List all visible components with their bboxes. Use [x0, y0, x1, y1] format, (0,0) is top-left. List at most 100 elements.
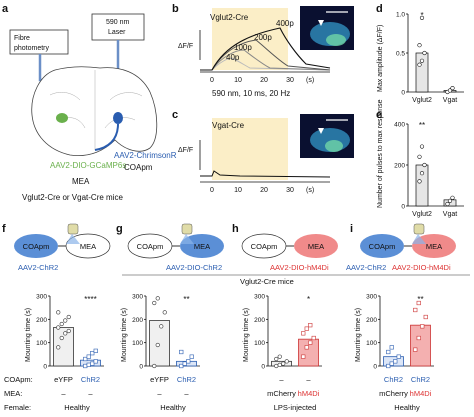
h-point-1-5 [304, 326, 309, 331]
g-point-0-3 [162, 310, 167, 315]
i-coapm-ellipse [360, 234, 404, 258]
g-mea-cond-0: – [157, 389, 162, 398]
coapm-injection-site [113, 112, 123, 124]
panel-label-f: f [2, 223, 6, 235]
d-ylabel: Max amplitude (ΔF/F) [377, 25, 384, 92]
b-ylabel: ΔF/F [178, 43, 193, 50]
d-point-vglut2-1 [419, 58, 425, 63]
b-xunit: (s) [306, 77, 314, 84]
i-mea-cond-1: hM4Di [410, 389, 432, 398]
b-xtick-30: 30 [286, 77, 294, 84]
b-pulse-400p: 400p [276, 19, 294, 28]
g-ylabel: Mounting time (s) [121, 308, 128, 362]
vglut2-mice-label: Vglut2-Cre mice [240, 277, 294, 286]
laser-box [91, 13, 145, 41]
f-point-0-1 [59, 335, 64, 341]
e-significance: ** [419, 121, 425, 130]
h-ytick-label-0: 0 [261, 364, 265, 371]
row-label-female: Female: [4, 403, 31, 412]
g-point-0-4 [152, 300, 157, 306]
e-point-vglut2-4 [419, 144, 425, 149]
i-mea-cond-0: mCherry [379, 389, 408, 398]
panel-g-schematic: g COApm MEA AAV2-DIO-ChR2 [116, 223, 224, 272]
f-optic-fiber-icon [67, 223, 79, 235]
h-ylabel: Mounting time (s) [243, 308, 250, 362]
i-bar-1 [410, 324, 431, 367]
g-significance: ** [183, 295, 189, 304]
panel-b: b Vglut2-Cre ΔF/F 40p 100p 200p 400p 0 1… [172, 3, 354, 98]
trace-400p [200, 27, 331, 71]
c-xtick-30: 30 [286, 187, 294, 194]
e-point-vglut2-3 [417, 154, 422, 159]
stim-window-c [212, 118, 288, 180]
h-virus-label: AAV2-DIO-hM4Di [270, 263, 329, 272]
h-point-0-3 [284, 359, 289, 364]
f-point-1-7 [93, 348, 98, 353]
g-light-cone-icon [180, 234, 194, 244]
c-ylabel: ΔF/F [178, 147, 193, 154]
h-mea-cond-0: mCherry [267, 389, 296, 398]
f-point-0-7 [66, 314, 71, 320]
h-point-0-0 [274, 363, 279, 369]
f-point-0-0 [56, 345, 61, 350]
c-micrograph-core [325, 140, 343, 152]
f-ytick-label-0: 0 [43, 364, 47, 371]
g-mea-label: MEA [194, 242, 210, 251]
b-micrograph-core [326, 34, 346, 46]
e-bar-vglut2 [415, 164, 429, 207]
trace-100p [200, 49, 331, 71]
d-significance: * [420, 11, 423, 20]
f-point-1-1 [86, 362, 91, 367]
e-point-vglut2-0 [417, 179, 422, 184]
fibre-photometry-box [9, 29, 69, 55]
h-female-cond: LPS-injected [274, 403, 317, 412]
chart-h: Mounting time (s) 0 100 200 300 * – mCherry – hM4… [243, 294, 322, 412]
g-ytick-label-1: 100 [132, 340, 143, 347]
panel-label-g: g [116, 223, 123, 235]
f-coapm-cond-1: ChR2 [81, 375, 100, 384]
g-point-1-4 [179, 349, 184, 355]
h-point-1-6 [308, 323, 313, 328]
e-ytick-label-1: 200 [394, 163, 405, 170]
g-ytick-label-0: 0 [139, 364, 143, 371]
h-point-1-4 [301, 331, 306, 336]
h-point-1-3 [311, 335, 316, 341]
b-xtick-10: 10 [234, 77, 242, 84]
g-ytick-label-3: 300 [132, 294, 143, 301]
panel-label-c: c [172, 109, 178, 121]
coapm-label: COApm [124, 163, 153, 172]
i-ytick-label-1: 100 [366, 340, 377, 347]
i-point-0-5 [389, 345, 394, 350]
i-virus-left-label: AAV2-ChR2 [346, 263, 386, 272]
e-point-vgat-2 [450, 195, 455, 200]
i-ytick-label-3: 300 [366, 294, 377, 301]
panel-c: c Vgat-Cre ΔF/F 0 10 20 30 (s) [172, 109, 354, 194]
d-ytick-label-0: 0 [401, 90, 405, 97]
d-xlabel-vglut2: Vglut2 [412, 97, 432, 104]
fibre-label: Fibre photometry [14, 35, 50, 52]
g-coapm-label: COApm [137, 242, 164, 251]
c-arrowhead-icon [318, 128, 324, 134]
g-point-0-5 [155, 296, 160, 301]
c-xtick-10: 10 [234, 187, 242, 194]
i-point-1-0 [413, 347, 418, 352]
f-coapm-ellipse [14, 234, 58, 258]
d-point-vglut2-3 [417, 43, 422, 48]
row-label-coapm: COApm: [4, 375, 33, 384]
panel-label-a: a [2, 3, 9, 15]
i-female-cond: Healthy [394, 403, 420, 412]
i-point-0-2 [393, 359, 398, 364]
f-ytick-label-1: 100 [36, 340, 47, 347]
d-point-vgat-1 [447, 88, 453, 93]
f-point-0-2 [63, 331, 68, 336]
virus-gcamp-label: AAV2-DIO-GCaMP6s [50, 161, 126, 170]
panel-d: d Max amplitude (ΔF/F) 0 0.5 1.0 Vglut2 Vgat… [376, 3, 464, 104]
b-stim-label: 590 nm, 10 ms, 20 Hz [212, 89, 290, 98]
h-ytick-label-2: 200 [254, 317, 265, 324]
g-point-1-3 [189, 354, 194, 359]
f-ytick-label-3: 300 [36, 294, 47, 301]
g-female-cond: Healthy [160, 403, 186, 412]
d-ytick-label-2: 1.0 [396, 12, 405, 19]
